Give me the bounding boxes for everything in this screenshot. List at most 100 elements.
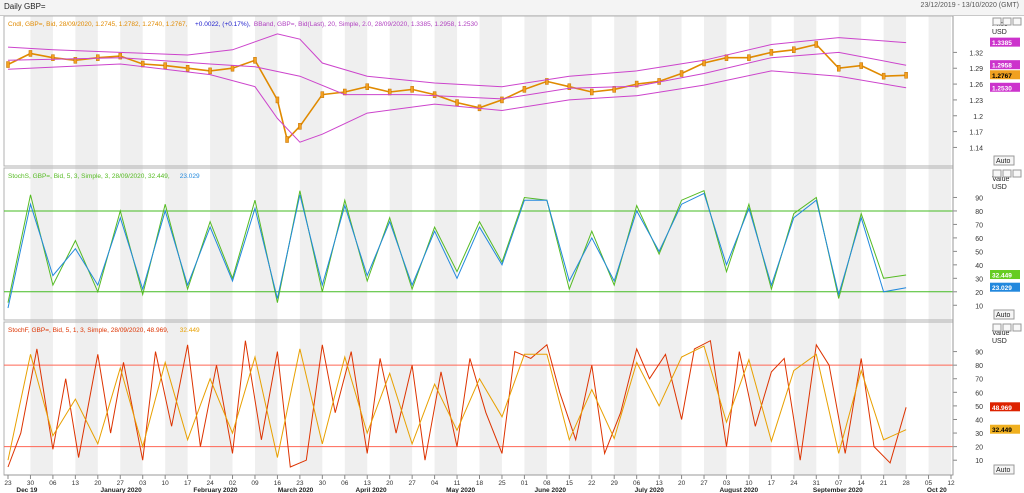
price-candle [96,54,100,61]
month-label: January 2020 [101,487,143,493]
panel-button [992,323,1002,332]
value-badge-label: 1.2767 [992,73,1012,80]
series-line-1 [7,43,907,142]
value-badge [990,270,1020,280]
price-candle [320,91,325,98]
price-candle [769,49,774,56]
auto-button-label: Auto [996,312,1011,319]
price-candle [298,123,302,130]
value-badge [990,424,1020,434]
price-candle [185,64,190,72]
y-tick-label: 50 [975,249,983,256]
price-candle [230,64,235,72]
x-tick-label: 20 [386,480,394,487]
week-band [299,16,323,475]
x-tick-label: 23 [296,480,304,487]
price-candle [814,41,819,48]
panel-price: 1.141.171.21.231.261.291.32PriceUSDCndl,… [3,16,1022,167]
x-tick-label: 07 [835,480,843,487]
x-tick-label: 17 [768,480,776,487]
x-tick-label: 10 [162,480,170,487]
value-badge-label: 32.449 [992,273,1012,280]
week-band [838,16,862,475]
x-axis: 23 30 06 13 20 27 03 10 17 24 02 09 16 23 30 06 13 20 27 04… [4,474,955,493]
x-tick-label: 06 [341,480,349,487]
price-candle [747,54,751,61]
panel-button [1002,17,1012,26]
x-tick-label: 21 [880,480,888,487]
x-tick-label: 28 [902,480,910,487]
price-candle [500,96,504,104]
price-candle [881,72,886,80]
x-tick-label: 04 [431,480,439,487]
x-tick-label: 12 [947,480,955,487]
axis-title: Value [992,176,1009,183]
value-badge-label: 23.029 [992,285,1012,292]
y-tick-label: 1.23 [969,98,983,105]
legend-entry: 23.029 [180,173,200,180]
value-badge-label: 1.2530 [992,85,1012,92]
week-band [210,16,233,475]
week-band [704,16,727,475]
y-tick-label: 90 [975,350,983,357]
legend-entry: 32.449 [180,327,200,334]
month-label: March 2020 [278,487,314,493]
week-band [659,16,682,475]
y-tick-label: 1.2 [973,114,983,121]
x-tick-label: 08 [543,480,551,487]
x-tick-label: 05 [925,480,933,487]
price-candle [253,57,257,64]
week-band [928,16,951,475]
y-tick-label: 10 [975,458,983,465]
y-tick-label: 40 [975,263,983,270]
price-candle [163,62,167,69]
y-tick-label: 40 [975,417,983,424]
y-tick-label: 90 [975,195,983,202]
price-candle [365,83,369,90]
price-candle [836,64,841,72]
y-tick-label: 1.17 [969,130,983,137]
series-line-4 [7,63,907,143]
x-tick-label: 18 [476,480,484,487]
price-candle [904,72,908,79]
value-badge-label: 1.2958 [992,63,1012,70]
x-tick-label: 03 [139,480,147,487]
panel-button [1002,169,1012,178]
month-label: February 2020 [193,487,237,493]
x-tick-label: 20 [678,480,686,487]
value-badge-label: 1.3385 [992,40,1012,47]
y-tick-label: 80 [975,209,983,216]
panel-button [1012,323,1022,332]
panel-button [1012,17,1022,26]
x-tick-label: 20 [94,480,102,487]
y-tick-label: 1.26 [969,82,983,89]
y-tick-label: 80 [975,363,983,370]
y-tick-label: 30 [975,431,983,438]
series-line-3 [7,51,907,100]
y-tick-label: 30 [975,276,983,283]
x-tick-label: 13 [364,480,372,487]
x-tick-label: 03 [723,480,731,487]
value-badge [990,282,1020,292]
x-tick-label: 13 [656,480,664,487]
x-tick-label: 13 [72,480,80,487]
week-band [75,16,98,475]
price-candle [285,136,289,143]
panel-button [992,17,1002,26]
week-band [120,16,143,475]
price-candle [590,88,594,96]
axis-title: Value [992,330,1009,337]
legend-entry: StochS, GBP=, Bid, 5, 3, Simple, 3, 28/0… [8,173,170,180]
date-range: 23/12/2019 - 13/10/2020 (GMT) [920,2,1019,9]
value-badge [990,70,1020,80]
axis-unit: USD [992,338,1007,345]
axis-unit: USD [992,184,1007,191]
price-candle [792,46,796,54]
chart-canvas[interactable]: 1.141.171.21.231.261.291.32PriceUSDCndl,… [0,16,1024,493]
week-band [434,16,458,475]
auto-button-label: Auto [996,158,1011,165]
x-tick-label: 01 [521,480,529,487]
price-candle [432,91,437,98]
